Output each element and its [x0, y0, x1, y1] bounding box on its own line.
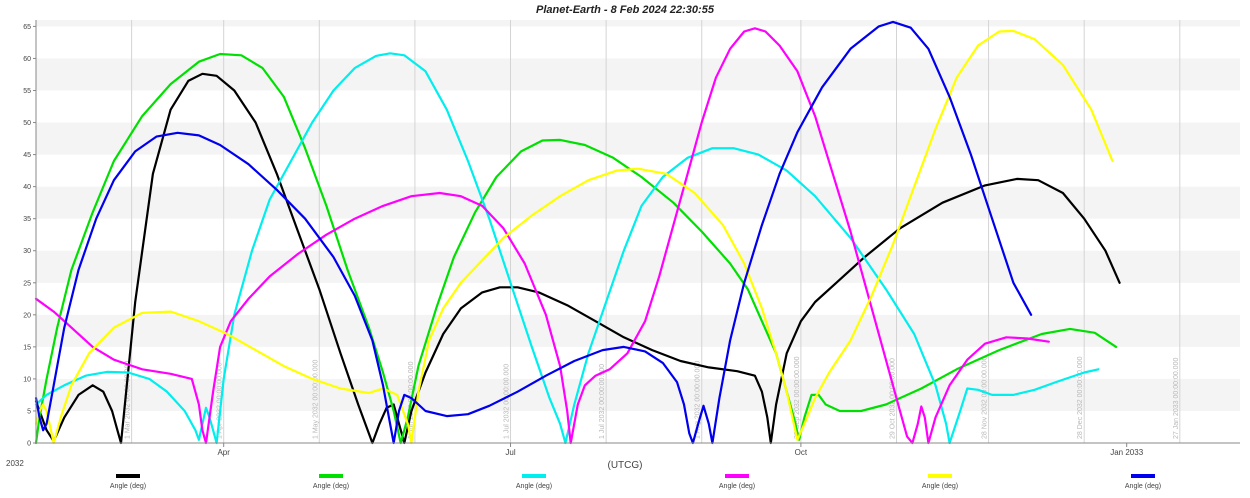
- legend-swatch-5: [928, 474, 952, 478]
- y-tick-label: 15: [23, 344, 31, 351]
- x-tick-label: Jan 2033: [1110, 448, 1143, 457]
- y-tick-label: 45: [23, 152, 31, 159]
- x-grid-label: 28 Dec 2032 00:00:00.000: [1077, 356, 1084, 439]
- legend-label-5: Angle (deg): [922, 483, 958, 490]
- legend-label-2: Angle (deg): [313, 483, 349, 490]
- series-line-5: [34, 29, 1114, 445]
- y-tick-label: 0: [27, 441, 31, 448]
- legend-swatch-3: [522, 474, 546, 478]
- grid-band: [36, 314, 1240, 347]
- legend-label-4: Angle (deg): [719, 483, 755, 490]
- grid-band: [36, 20, 1240, 27]
- x-grid-label: 29 Sep 2032 00:00:00.000: [794, 356, 801, 439]
- series-line-2: [34, 52, 1118, 445]
- y-tick-label: 10: [23, 376, 31, 383]
- chart-title: Planet-Earth - 8 Feb 2024 22:30:55: [536, 4, 715, 16]
- legend-swatch-6: [1131, 474, 1155, 478]
- grid-band: [36, 58, 1240, 91]
- grid-band: [36, 250, 1240, 283]
- legend-label-1: Angle (deg): [110, 483, 146, 490]
- x-grid-label: 1 Mar 2032 00:00:00.000: [125, 361, 132, 439]
- year-label: 2032: [6, 459, 24, 468]
- y-tick-label: 5: [27, 408, 31, 415]
- y-tick-label: 20: [23, 312, 31, 319]
- x-grid-label: 29 Oct 2032 00:00:00.000: [890, 358, 897, 439]
- legend-label-6: Angle (deg): [1125, 483, 1161, 490]
- series-line-1: [34, 72, 1121, 445]
- x-tick-label: Apr: [217, 448, 230, 457]
- x-tick-label: Jul: [505, 448, 515, 457]
- x-grid-label: 28 Nov 2032 00:00:00.000: [982, 356, 989, 439]
- legend-swatch-4: [725, 474, 749, 478]
- legend-swatch-2: [319, 474, 343, 478]
- x-grid-label: 1 Jul 2032 00:00:00.000: [504, 364, 511, 439]
- grid-band: [36, 378, 1240, 411]
- series-line-3: [34, 52, 1100, 445]
- x-grid-label: 1 Jul 2032 00:00:00.000: [599, 364, 606, 439]
- grid-band: [36, 122, 1240, 155]
- y-tick-label: 30: [23, 248, 31, 255]
- x-grid-label: 27 Jan 2033 00:00:00.000: [1173, 358, 1180, 439]
- x-tick-label: Oct: [795, 448, 808, 457]
- x-grid-label: 1 Apr 2032 00:00:00.000: [217, 362, 224, 439]
- y-tick-label: 35: [23, 216, 31, 223]
- y-tick-label: 60: [23, 56, 31, 63]
- y-tick-label: 50: [23, 120, 31, 127]
- series-line-4: [34, 27, 1050, 445]
- y-tick-label: 40: [23, 184, 31, 191]
- y-tick-label: 55: [23, 88, 31, 95]
- x-axis-label: (UTCG): [608, 460, 643, 471]
- y-tick-label: 65: [23, 24, 31, 31]
- x-grid-label: 1 Aug 2032 00:00:00.000: [695, 361, 702, 439]
- legend-swatch-1: [116, 474, 140, 478]
- y-tick-label: 25: [23, 280, 31, 287]
- legend-label-3: Angle (deg): [516, 483, 552, 490]
- series-line-6: [34, 20, 1033, 445]
- x-grid-label: 1 May 2032 00:00:00.000: [312, 359, 319, 439]
